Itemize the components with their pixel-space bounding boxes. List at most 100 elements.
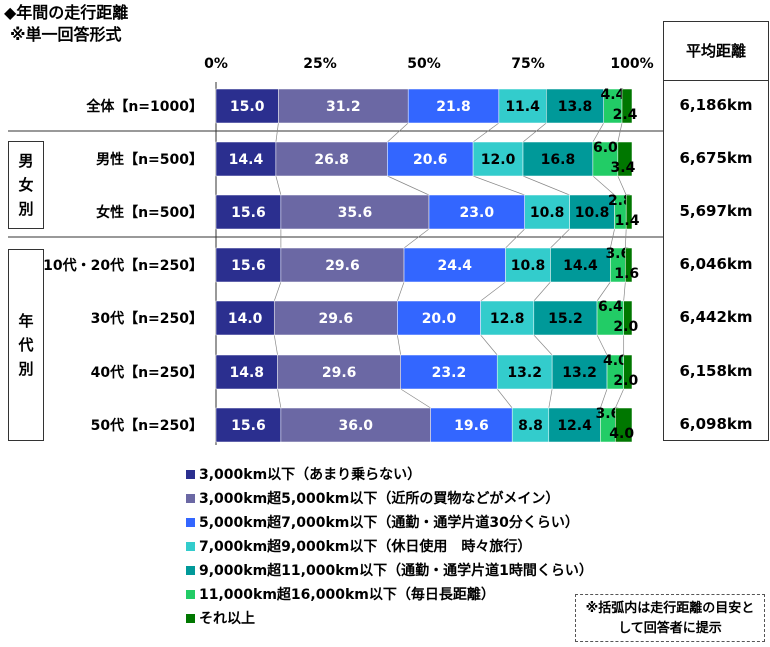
bar-segment: [428, 194, 525, 230]
group-age-char-3: 別: [18, 360, 34, 378]
category-label: 女性【n=500】: [96, 204, 203, 221]
bar-segment: [496, 354, 553, 390]
data-label: 4.0: [609, 426, 634, 442]
bar-segment: [623, 354, 633, 390]
average-distance-value: 6,675km: [679, 149, 753, 167]
data-label: 11.4: [505, 99, 540, 115]
bar-segment: [480, 300, 535, 336]
data-label: 15.2: [548, 311, 583, 327]
series-connector-line: [617, 122, 623, 143]
group-label-age: 年 代 別: [8, 249, 44, 441]
series-connector-line: [397, 334, 402, 356]
data-label: 6.4: [598, 299, 623, 315]
series-connector-line: [592, 175, 615, 196]
data-label: 8.8: [518, 418, 543, 434]
bar-segment: [387, 141, 474, 177]
bar-segment: [407, 88, 500, 124]
series-connector-line: [596, 281, 611, 302]
bar-segment: [273, 300, 398, 336]
chart-title: ◆年間の走行距離 ※単一回答形式: [4, 2, 128, 46]
category-label: 男性【n=500】: [96, 151, 203, 168]
legend-swatch: [186, 565, 195, 575]
series-connector-line: [277, 388, 282, 409]
series-connector-line: [522, 175, 570, 196]
series-connector-line: [550, 228, 570, 249]
bar-segment: [215, 407, 282, 443]
legend-item: 3,000km超5,000km以下（近所の買物などがメイン）: [186, 486, 593, 510]
data-label: 10.8: [575, 205, 610, 221]
data-label: 4.0: [603, 353, 628, 369]
series-connector-line: [548, 388, 553, 409]
bar-segment: [505, 247, 551, 283]
series-connector-line: [472, 175, 525, 196]
series-connector-line: [273, 281, 282, 302]
series-connector-line: [480, 334, 498, 356]
bar-segment: [430, 407, 513, 443]
series-connector-line: [480, 281, 506, 302]
data-label: 23.2: [432, 365, 467, 381]
series-connector-line: [275, 122, 279, 143]
bar-segment: [397, 300, 481, 336]
bar-segment: [623, 300, 633, 336]
bar-segment: [278, 88, 409, 124]
data-label: 24.4: [438, 258, 473, 274]
series-connector-line: [397, 281, 405, 302]
bar-segment: [215, 300, 275, 336]
average-distance-value: 6,186km: [679, 96, 753, 114]
average-distance-box: [663, 21, 769, 441]
data-label: 3.6: [595, 406, 620, 422]
data-label: 35.6: [338, 205, 373, 221]
category-label: 50代【n=250】: [91, 417, 203, 434]
legend-item: 9,000km超11,000km以下（通勤・通学片道1時間くらい）: [186, 558, 593, 582]
series-connector-line: [592, 122, 605, 143]
data-label: 29.6: [325, 258, 360, 274]
x-tick-label: 100%: [610, 56, 653, 72]
bar-segment: [215, 141, 277, 177]
bar-segment: [280, 407, 431, 443]
series-connector-line: [403, 228, 430, 249]
series-connector-line: [522, 122, 547, 143]
bar-segment: [625, 247, 633, 283]
legend-swatch: [186, 613, 195, 623]
data-label: 12.0: [481, 152, 516, 168]
series-connector-line: [400, 388, 431, 409]
x-tick-label: 50%: [407, 56, 441, 72]
bar-segment: [215, 247, 282, 283]
chart-subtitle: ※単一回答形式: [10, 25, 122, 44]
x-tick-label: 75%: [511, 56, 545, 72]
bar-segment: [621, 88, 633, 124]
data-label: 14.8: [230, 365, 265, 381]
bar-segment: [400, 354, 498, 390]
series-connector-line: [610, 228, 615, 249]
data-label: 26.8: [314, 152, 349, 168]
data-label: 14.0: [228, 311, 263, 327]
data-label: 29.6: [322, 365, 357, 381]
data-label: 15.6: [231, 258, 266, 274]
group-age-char-2: 代: [18, 336, 34, 354]
bar-segment: [569, 194, 615, 230]
data-label: 3.6: [605, 246, 630, 262]
data-label: 2.0: [613, 319, 638, 335]
legend-swatch: [186, 589, 195, 599]
bar-segment: [215, 354, 278, 390]
legend-label: 7,000km超9,000km以下（休日使用 時々旅行）: [199, 539, 532, 555]
average-distance-value: 6,158km: [679, 362, 753, 380]
x-tick-label: 0%: [204, 56, 228, 72]
average-distance-value: 5,697km: [679, 202, 753, 220]
bar-segment: [546, 88, 604, 124]
series-connector-line: [472, 122, 500, 143]
bar-segment: [617, 141, 633, 177]
bar-segment: [511, 407, 550, 443]
bar-segment: [615, 407, 633, 443]
series-connector-line: [600, 388, 608, 409]
data-label: 29.6: [319, 311, 354, 327]
legend-label: 9,000km超11,000km以下（通勤・通学片道1時間くらい）: [199, 563, 593, 579]
series-connector-line: [505, 228, 525, 249]
data-label: 36.0: [339, 418, 374, 434]
average-distance-value: 6,046km: [679, 255, 753, 273]
x-tick-label: 25%: [303, 56, 337, 72]
series-connector-line: [275, 175, 282, 196]
footnote: ※括弧内は走行距離の目安として回答者に提示: [575, 594, 765, 642]
group-age-char-1: 年: [18, 312, 34, 330]
data-label: 20.6: [413, 152, 448, 168]
